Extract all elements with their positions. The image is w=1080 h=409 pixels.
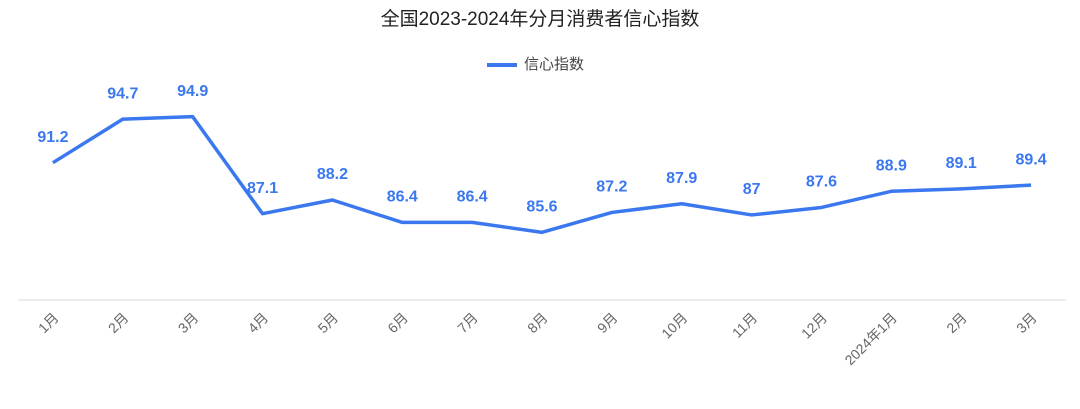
x-tick-label: 7月 (454, 309, 481, 336)
value-label: 87.2 (596, 179, 627, 196)
x-tick-label: 11月 (729, 309, 760, 340)
x-tick-label: 3月 (175, 309, 202, 336)
x-tick-label: 2月 (105, 309, 132, 336)
value-label: 89.1 (946, 155, 977, 172)
value-label: 86.4 (457, 189, 488, 206)
chart-title: 全国2023-2024年分月消费者信心指数 (381, 8, 700, 30)
value-label: 89.4 (1015, 151, 1046, 168)
value-label: 94.7 (107, 85, 138, 102)
x-tick-label: 3月 (1013, 309, 1040, 336)
value-label: 88.2 (317, 166, 348, 183)
x-tick-label: 4月 (245, 309, 272, 336)
x-tick-label: 2月 (943, 309, 970, 336)
legend-label: 信心指数 (524, 56, 584, 73)
x-tick-label: 8月 (524, 309, 551, 336)
value-label: 87.9 (666, 170, 697, 187)
value-label: 91.2 (37, 129, 68, 146)
x-tick-label: 12月 (798, 309, 830, 341)
x-tick-label: 2024年1月 (841, 309, 900, 368)
series-line (52, 114, 1032, 235)
value-label: 87.6 (806, 174, 837, 191)
value-label: 86.4 (387, 189, 418, 206)
x-tick-label: 1月 (35, 309, 62, 336)
x-tick-label: 6月 (384, 309, 411, 336)
value-label: 87.1 (247, 180, 278, 197)
x-tick-label: 9月 (594, 309, 621, 336)
value-label: 85.6 (526, 199, 557, 216)
value-label: 94.9 (177, 83, 208, 100)
x-tick-label: 5月 (314, 309, 341, 336)
value-label: 88.9 (876, 158, 907, 175)
value-label: 87 (743, 181, 761, 198)
x-tick-label: 10月 (658, 309, 690, 341)
